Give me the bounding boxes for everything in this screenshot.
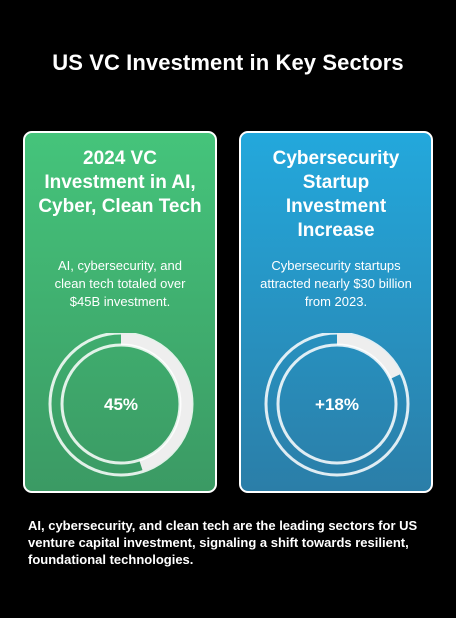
gauge-inner-ring bbox=[276, 343, 398, 465]
card-description: AI, cybersecurity, and clean tech totale… bbox=[54, 258, 186, 309]
gauge-track bbox=[48, 333, 194, 477]
card-title: Cybersecurity Startup Investment Increas… bbox=[272, 148, 400, 241]
stat-card-cybersecurity: Cybersecurity Startup Investment Increas… bbox=[239, 131, 433, 493]
gauge-track bbox=[264, 333, 410, 477]
gauge-value-label: 45% bbox=[104, 395, 138, 414]
card-title: 2024 VC Investment in AI, Cyber, Clean T… bbox=[38, 148, 202, 217]
stat-card-investment: 2024 VC Investment in AI, Cyber, Clean T… bbox=[23, 131, 217, 493]
gauge-chart-investment: 45% bbox=[48, 333, 194, 477]
gauge-value-arc bbox=[121, 333, 192, 472]
card-description: Cybersecurity startups attracted nearly … bbox=[260, 258, 412, 309]
page-title: US VC Investment in Key Sectors bbox=[52, 50, 404, 75]
footnote: AI, cybersecurity, and clean tech are th… bbox=[28, 518, 418, 567]
gauge-inner-ring bbox=[60, 343, 182, 465]
gauge-value-arc bbox=[337, 333, 402, 379]
gauge-value-label: +18% bbox=[315, 395, 359, 414]
gauge-chart-cybersecurity: +18% bbox=[264, 333, 410, 477]
